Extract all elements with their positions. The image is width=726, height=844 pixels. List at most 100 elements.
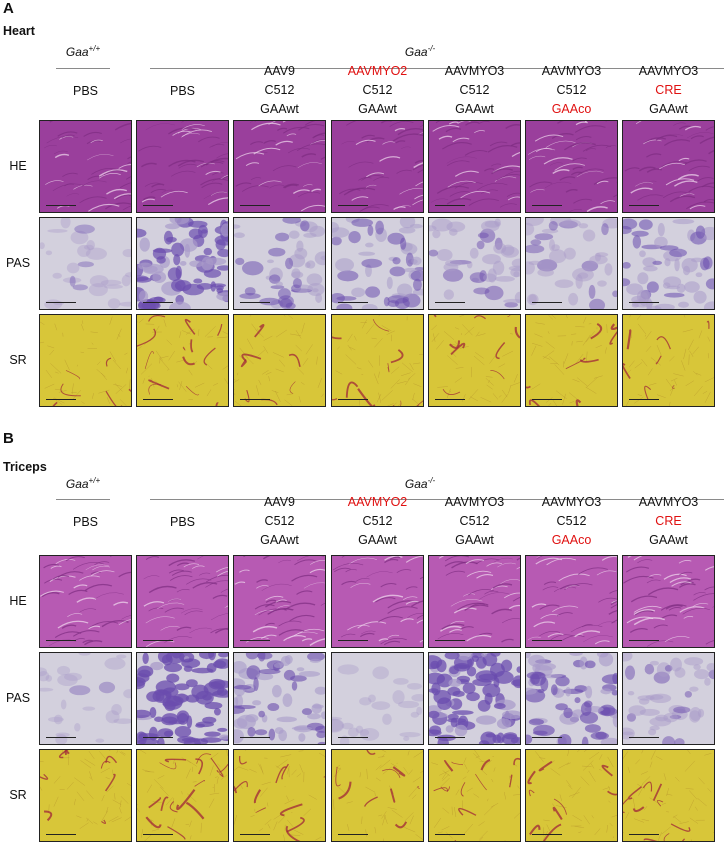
scale-bar (435, 205, 465, 206)
column-label-line: C512 (459, 83, 490, 97)
scale-bar (338, 737, 368, 738)
micrograph-pas (525, 217, 618, 310)
column-label: PBS (41, 82, 131, 101)
genotype-wt: Gaa+/+ (56, 44, 110, 59)
micrograph-pas (428, 217, 521, 310)
genotype-ko-rule (150, 499, 724, 500)
scale-bar (240, 302, 270, 303)
column-label-line: C512 (362, 514, 393, 528)
micrograph-pas (233, 217, 326, 310)
row-label: PAS (5, 255, 31, 270)
panel-letter: B (3, 430, 14, 447)
genotype-wt-name: Gaa (65, 45, 89, 59)
micrograph-pas (136, 217, 229, 310)
column-label: AAVMYO3 C512 GAAwt (430, 493, 520, 550)
column-label-line: C512 (264, 83, 295, 97)
scale-bar (629, 737, 659, 738)
scale-bar (435, 834, 465, 835)
micrograph-he (428, 555, 521, 648)
scale-bar (532, 834, 562, 835)
micrograph-he (525, 120, 618, 213)
micrograph-pas (233, 652, 326, 745)
micrograph-he (233, 555, 326, 648)
column-label-line: AAVMYO2 (347, 495, 408, 509)
column-label: PBS (138, 82, 228, 101)
column-label-line: GAAwt (455, 533, 494, 547)
column-label-line: GAAwt (455, 102, 494, 116)
scale-bar (46, 399, 76, 400)
scale-bar (629, 399, 659, 400)
column-label: AAVMYO2 C512 GAAwt (333, 493, 423, 550)
column-label: AAVMYO3 C512 GAAco (527, 493, 617, 550)
micrograph-sr (525, 749, 618, 842)
column-label-line: GAAwt (649, 533, 688, 547)
column-label-line: CRE (655, 514, 682, 528)
micrograph-sr (622, 749, 715, 842)
micrograph-he (428, 120, 521, 213)
micrograph-sr (428, 314, 521, 407)
column-label-line: AAV9 (263, 495, 296, 509)
micrograph-he (525, 555, 618, 648)
tissue-title: Heart (3, 24, 35, 38)
genotype-wt-sup: +/+ (88, 44, 101, 53)
column-label-line: C512 (556, 514, 587, 528)
row-label: HE (9, 593, 27, 608)
scale-bar (46, 640, 76, 641)
micrograph-he (331, 120, 424, 213)
genotype-wt: Gaa+/+ (56, 476, 110, 491)
column-label: AAV9 C512 GAAwt (235, 62, 325, 119)
micrograph-pas (331, 217, 424, 310)
scale-bar (532, 640, 562, 641)
genotype-ko-sup: -/- (427, 44, 436, 53)
genotype-ko-rule (150, 68, 724, 69)
micrograph-he (136, 120, 229, 213)
micrograph-sr (331, 314, 424, 407)
column-label-line: GAAco (551, 533, 592, 547)
micrograph-sr (331, 749, 424, 842)
micrograph-he (39, 120, 132, 213)
scale-bar (338, 834, 368, 835)
column-label: AAV9 C512 GAAwt (235, 493, 325, 550)
scale-bar (240, 205, 270, 206)
row-label: PAS (5, 690, 31, 705)
scale-bar (435, 737, 465, 738)
column-label-line: PBS (169, 84, 195, 98)
scale-bar (338, 205, 368, 206)
micrograph-sr (428, 749, 521, 842)
micrograph-sr (622, 314, 715, 407)
scale-bar (240, 399, 270, 400)
column-label-line: AAVMYO2 (347, 64, 408, 78)
micrograph-he (39, 555, 132, 648)
genotype-wt-name: Gaa (65, 477, 89, 491)
column-label-line: AAVMYO3 (541, 64, 602, 78)
micrograph-he (233, 120, 326, 213)
micrograph-pas (428, 652, 521, 745)
scale-bar (143, 834, 173, 835)
scale-bar (629, 302, 659, 303)
column-label: AAVMYO3 C512 GAAwt (430, 62, 520, 119)
row-label: HE (9, 158, 27, 173)
column-label-line: AAVMYO3 (444, 64, 505, 78)
panel-letter: A (3, 0, 14, 17)
column-label: PBS (41, 513, 131, 532)
micrograph-pas (622, 217, 715, 310)
micrograph-sr (39, 314, 132, 407)
scale-bar (532, 399, 562, 400)
column-label-line: GAAwt (260, 533, 299, 547)
micrograph-sr (136, 749, 229, 842)
scale-bar (46, 205, 76, 206)
micrograph-sr (136, 314, 229, 407)
micrograph-pas (525, 652, 618, 745)
column-label-line: AAVMYO3 (638, 64, 699, 78)
column-label-line: C512 (264, 514, 295, 528)
genotype-wt-rule (56, 68, 110, 69)
column-label-line: PBS (72, 515, 98, 529)
micrograph-pas (39, 217, 132, 310)
column-label-line: C512 (362, 83, 393, 97)
micrograph-he (136, 555, 229, 648)
column-label-line: PBS (169, 515, 195, 529)
micrograph-pas (622, 652, 715, 745)
scale-bar (435, 399, 465, 400)
scale-bar (532, 302, 562, 303)
scale-bar (629, 834, 659, 835)
